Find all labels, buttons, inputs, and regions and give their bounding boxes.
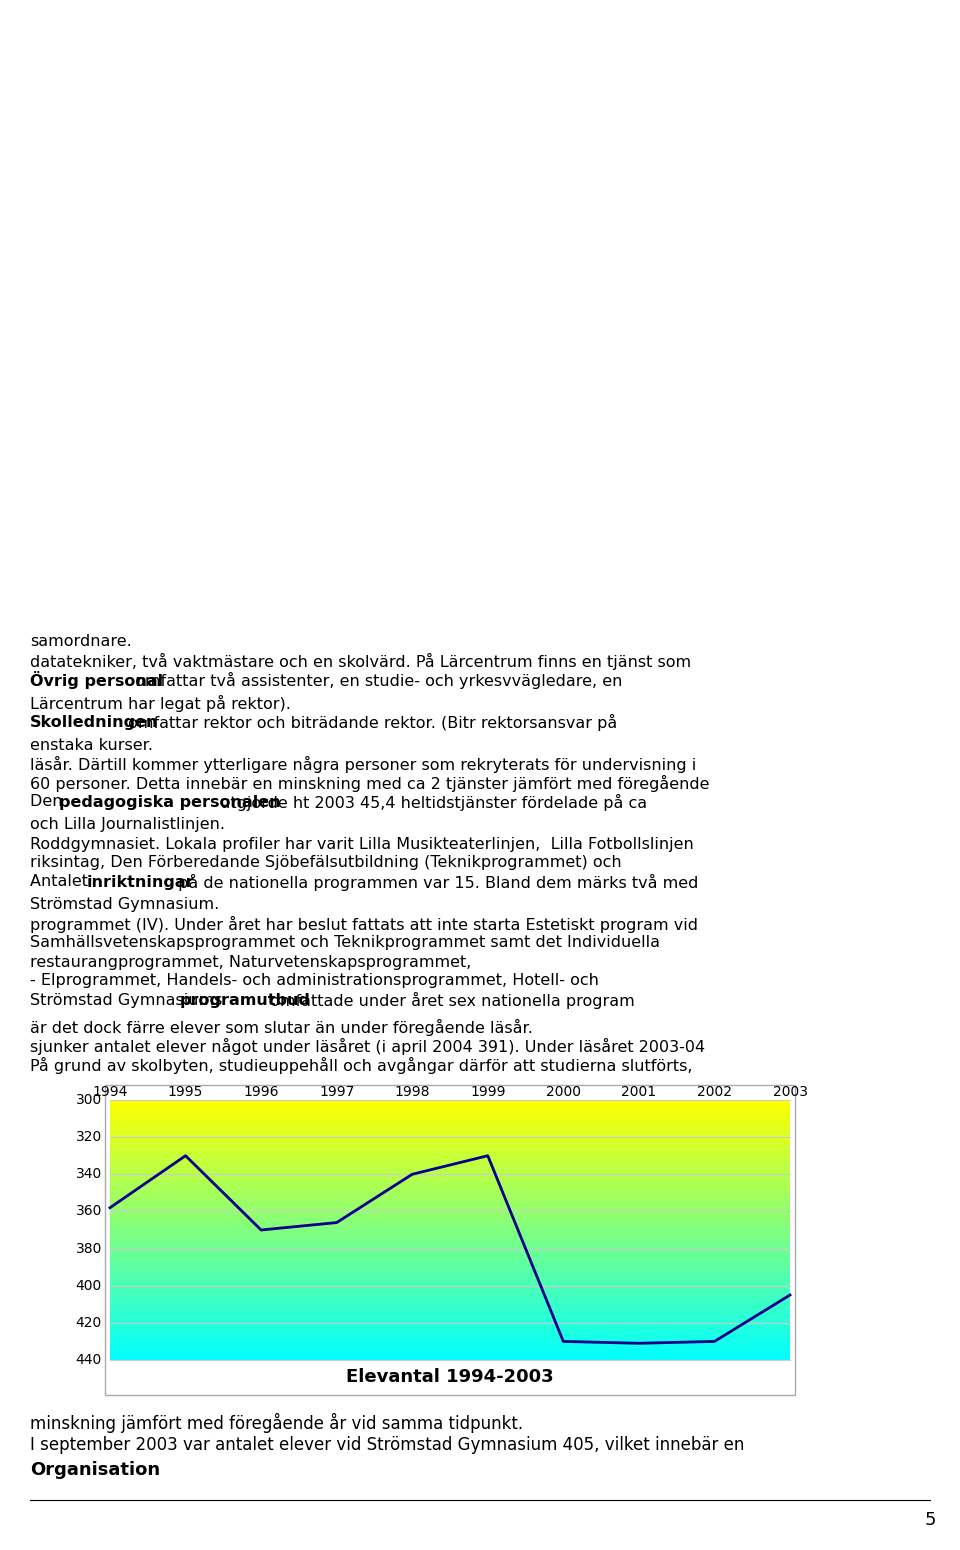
Text: läsår. Därtill kommer ytterligare några personer som rekryterats för undervisnin: läsår. Därtill kommer ytterligare några …: [30, 755, 696, 772]
Text: 1995: 1995: [168, 1085, 204, 1099]
Text: 1999: 1999: [470, 1085, 506, 1099]
Text: inriktningar: inriktningar: [87, 874, 195, 890]
Text: restaurangprogrammet, Naturvetenskapsprogrammet,: restaurangprogrammet, Naturvetenskapspro…: [30, 955, 471, 969]
Text: 2002: 2002: [697, 1085, 732, 1099]
Text: 1996: 1996: [244, 1085, 278, 1099]
Text: 400: 400: [76, 1279, 102, 1293]
Text: 440: 440: [76, 1353, 102, 1367]
Text: 300: 300: [76, 1093, 102, 1107]
Text: 1998: 1998: [395, 1085, 430, 1099]
Text: Övrig personal: Övrig personal: [30, 671, 163, 690]
Text: utgjorde ht 2003 45,4 heltidstjänster fördelade på ca: utgjorde ht 2003 45,4 heltidstjänster fö…: [215, 794, 647, 811]
Text: omfattar rektor och biträdande rektor. (Bitr rektorsansvar på: omfattar rektor och biträdande rektor. (…: [123, 713, 617, 730]
Text: omfattar två assistenter, en studie- och yrkesvvägledare, en: omfattar två assistenter, en studie- och…: [130, 671, 622, 688]
Text: 60 personer. Detta innebär en minskning med ca 2 tjänster jämfört med föregående: 60 personer. Detta innebär en minskning …: [30, 775, 709, 792]
Text: 1994: 1994: [92, 1085, 128, 1099]
Text: och Lilla Journalistlinjen.: och Lilla Journalistlinjen.: [30, 817, 225, 832]
Text: Organisation: Organisation: [30, 1462, 160, 1479]
Text: Roddgymnasiet. Lokala profiler har varit Lilla Musikteaterlinjen,  Lilla Fotboll: Roddgymnasiet. Lokala profiler har varit…: [30, 837, 694, 851]
Bar: [105, 1085, 795, 1395]
Text: riksintag, Den Förberedande Sjöbefälsutbildning (Teknikprogrammet) och: riksintag, Den Förberedande Sjöbefälsutb…: [30, 856, 622, 871]
Text: datatekniker, två vaktmästare och en skolvärd. På Lärcentrum finns en tjänst som: datatekniker, två vaktmästare och en sko…: [30, 653, 691, 670]
Text: sjunker antalet elever något under läsåret (i april 2004 391). Under läsåret 200: sjunker antalet elever något under läsår…: [30, 1037, 706, 1054]
Text: 2003: 2003: [773, 1085, 807, 1099]
Text: Lärcentrum har legat på rektor).: Lärcentrum har legat på rektor).: [30, 694, 291, 711]
Bar: [105, 1359, 795, 1395]
Text: programutbud: programutbud: [180, 992, 311, 1008]
Text: enstaka kurser.: enstaka kurser.: [30, 738, 153, 752]
Text: Samhällsvetenskapsprogrammet och Teknikprogrammet samt det Individuella: Samhällsvetenskapsprogrammet och Teknikp…: [30, 936, 660, 950]
Text: 5: 5: [924, 1511, 936, 1528]
Text: På grund av skolbyten, studieuppehåll och avgångar därför att studierna slutfört: På grund av skolbyten, studieuppehåll oc…: [30, 1057, 692, 1074]
Text: 2000: 2000: [546, 1085, 581, 1099]
Text: 420: 420: [76, 1316, 102, 1330]
Text: omfattade under året sex nationella program: omfattade under året sex nationella prog…: [265, 992, 636, 1009]
Text: programmet (IV). Under året har beslut fattats att inte starta Estetiskt program: programmet (IV). Under året har beslut f…: [30, 916, 698, 933]
Text: 340: 340: [76, 1167, 102, 1181]
Text: - Elprogrammet, Handels- och administrationsprogrammet, Hotell- och: - Elprogrammet, Handels- och administrat…: [30, 973, 599, 989]
Text: Strömstad Gymnasiums: Strömstad Gymnasiums: [30, 992, 228, 1008]
Text: 380: 380: [76, 1242, 102, 1256]
Text: Den: Den: [30, 795, 67, 809]
Text: Elevantal 1994-2003: Elevantal 1994-2003: [347, 1369, 554, 1387]
Text: minskning jämfört med föregående år vid samma tidpunkt.: minskning jämfört med föregående år vid …: [30, 1414, 523, 1434]
Text: pedagogiska personalen: pedagogiska personalen: [59, 795, 280, 809]
Text: 1997: 1997: [319, 1085, 354, 1099]
Text: på de nationella programmen var 15. Bland dem märks två med: på de nationella programmen var 15. Blan…: [173, 874, 698, 891]
Text: I september 2003 var antalet elever vid Strömstad Gymnasium 405, vilket innebär : I september 2003 var antalet elever vid …: [30, 1435, 744, 1454]
Text: Strömstad Gymnasium.: Strömstad Gymnasium.: [30, 897, 219, 913]
Text: är det dock färre elever som slutar än under föregående läsår.: är det dock färre elever som slutar än u…: [30, 1018, 533, 1035]
Text: Skolledningen: Skolledningen: [30, 715, 158, 730]
Text: 320: 320: [76, 1130, 102, 1144]
Text: 2001: 2001: [621, 1085, 657, 1099]
Text: samordnare.: samordnare.: [30, 634, 132, 649]
Text: 360: 360: [76, 1204, 102, 1218]
Text: Antalet: Antalet: [30, 874, 93, 890]
